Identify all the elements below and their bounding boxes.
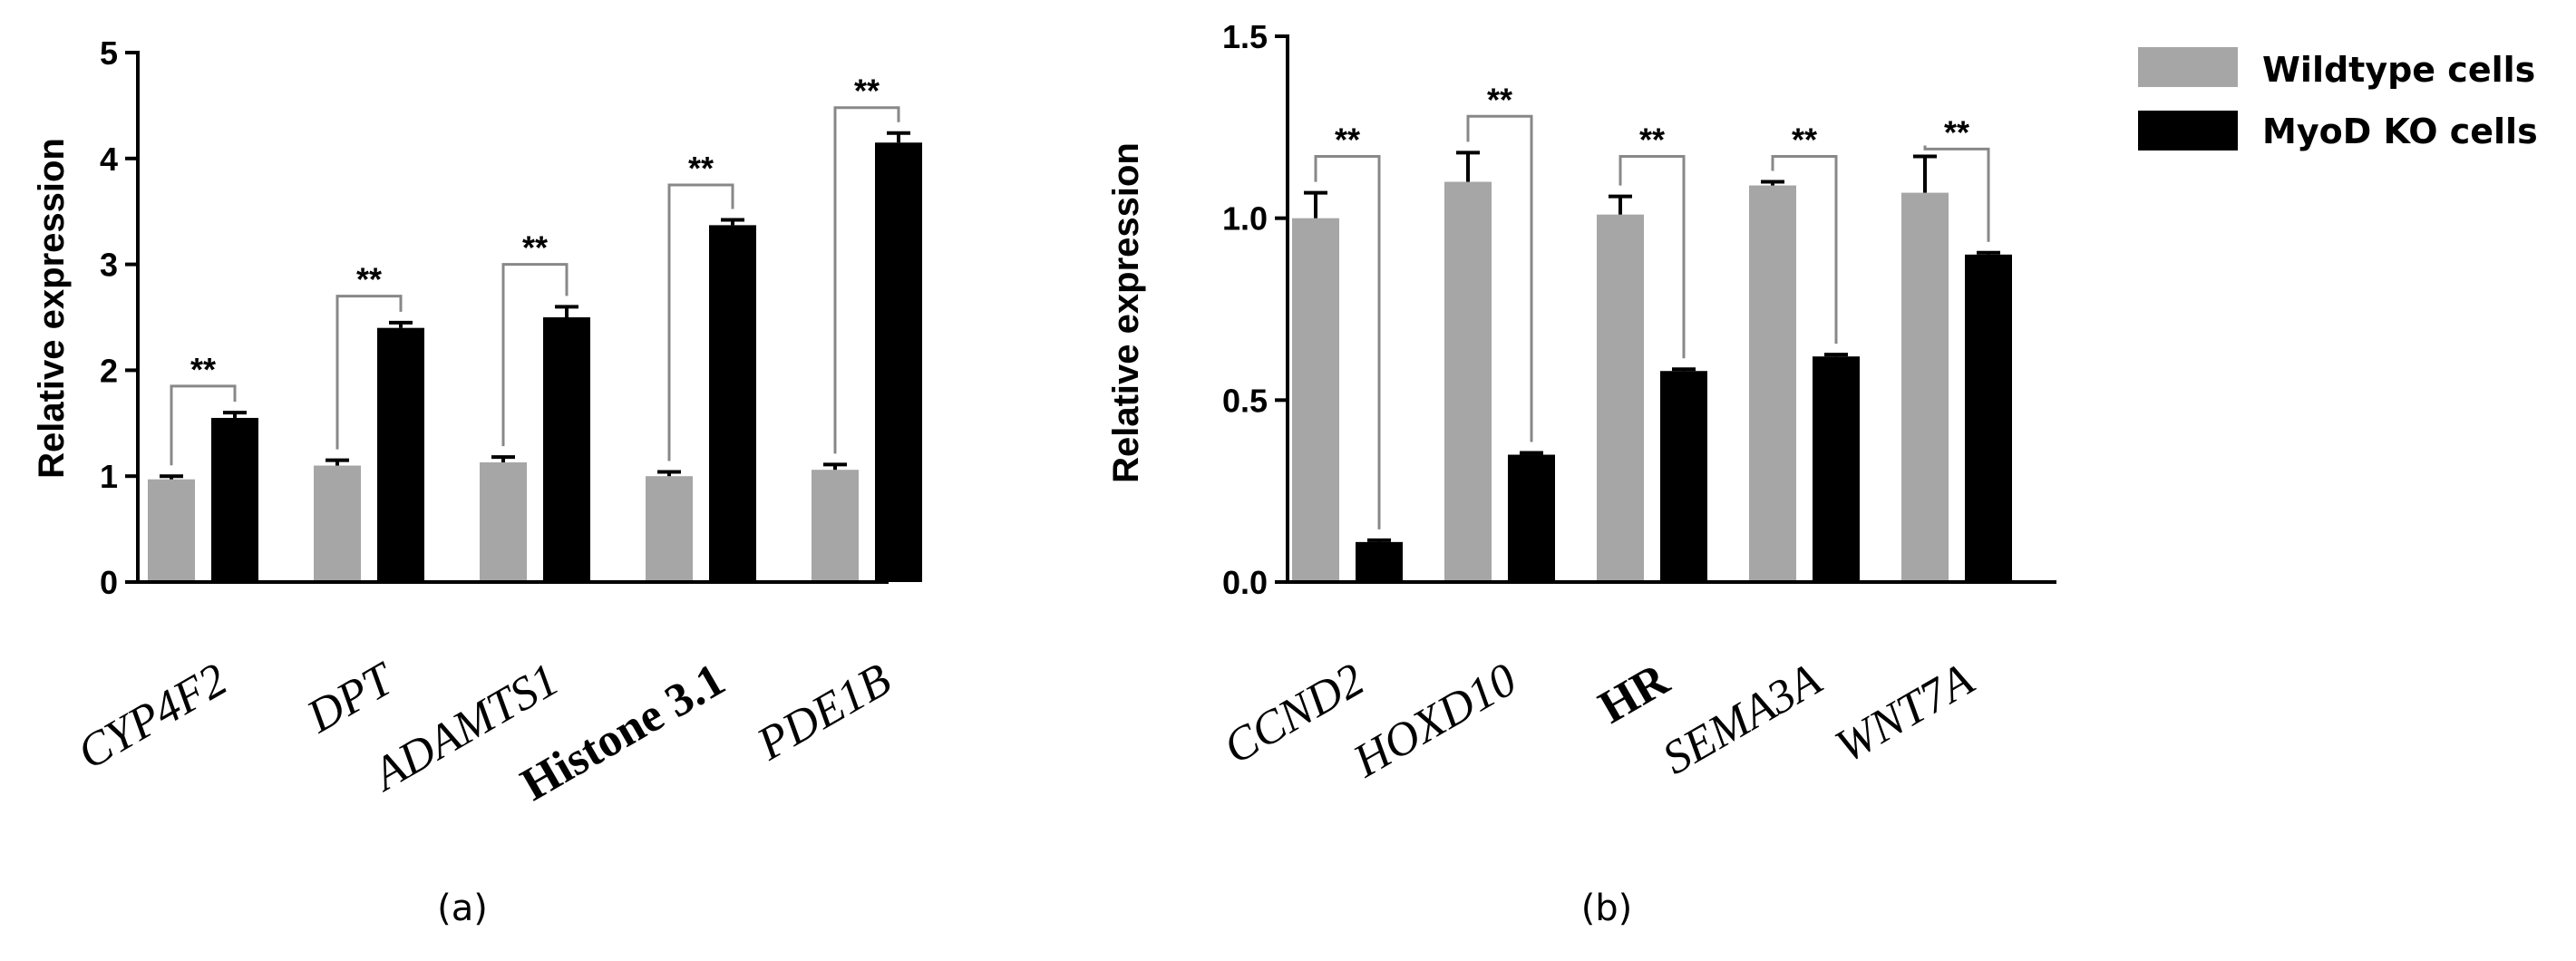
significance-bracket — [1314, 154, 1381, 529]
significance-bracket — [1466, 114, 1533, 442]
significance-bracket — [667, 183, 734, 461]
y-tick-label: 2 — [100, 352, 118, 389]
significance-label: ** — [1944, 113, 1969, 150]
bar-myod-ko — [1508, 454, 1555, 582]
category-label: SEMA3A — [1654, 654, 1830, 785]
legend-label-myod-ko: MyoD KO cells — [2262, 112, 2538, 151]
category-label: WNT7A — [1827, 654, 1982, 773]
significance-label: ** — [1792, 121, 1817, 158]
chart-b-panel-label: (b) — [1581, 888, 1633, 929]
significance-label: ** — [1335, 121, 1360, 158]
chart-b: Relative expression 0.00.51.01.5 ****** *… — [1106, 18, 2056, 929]
bar-wildtype — [1749, 185, 1796, 582]
chart-b-ylabel: Relative expression — [1106, 142, 1146, 483]
bar-myod-ko — [1813, 356, 1860, 582]
bar-myod-ko — [1660, 371, 1707, 582]
significance-label: ** — [522, 229, 548, 267]
significance-bracket — [833, 106, 900, 454]
legend-swatch-wildtype — [2138, 47, 2238, 87]
category-label: HR — [1590, 653, 1678, 733]
chart-a-bars — [148, 131, 922, 582]
chart-b-bars — [1292, 150, 2012, 583]
y-tick-label: 3 — [100, 247, 118, 284]
chart-a-panel-label: (a) — [437, 888, 488, 929]
category-label: HOXD10 — [1345, 654, 1525, 788]
chart-a-axes — [136, 51, 889, 584]
bar-myod-ko — [211, 417, 258, 582]
chart-b-significance: ** ** ** ** ** — [1314, 81, 1990, 529]
category-label: CYP4F2 — [69, 654, 236, 780]
legend-label-wildtype: Wildtype cells — [2262, 50, 2535, 90]
bar-wildtype — [1444, 181, 1492, 583]
significance-bracket — [501, 263, 569, 447]
chart-a-significance: ** ** ** ** ** — [170, 73, 900, 466]
legend: Wildtype cells MyoD KO cells — [2138, 47, 2538, 151]
category-label: DPT — [298, 652, 404, 743]
legend-swatch-myod-ko — [2138, 111, 2238, 150]
bar-wildtype — [1597, 214, 1644, 583]
significance-bracket — [335, 295, 403, 450]
bar-wildtype — [480, 462, 527, 582]
y-tick-label: 0.5 — [1222, 382, 1268, 419]
chart-a-ylabel: Relative expression — [32, 138, 72, 479]
category-label: PDE1B — [748, 654, 899, 771]
significance-label: ** — [1487, 81, 1512, 118]
significance-bracket — [1619, 154, 1686, 359]
bar-wildtype — [812, 470, 859, 582]
y-tick-label: 1 — [100, 458, 118, 495]
bar-myod-ko — [543, 317, 590, 582]
bar-myod-ko — [1356, 541, 1403, 582]
significance-bracket — [1771, 154, 1838, 345]
chart-a: Relative expression 0 1 2 3 4 5 ** ** ** ** ** CY… — [32, 34, 922, 929]
bar-wildtype — [1292, 218, 1339, 582]
significance-bracket — [170, 384, 237, 466]
y-tick-label: 1.5 — [1222, 18, 1268, 55]
chart-a-y-ticks: 0 1 2 3 4 5 — [100, 34, 138, 601]
chart-b-y-ticks: 0.0 0.5 1.0 1.5 — [1222, 18, 1288, 601]
bar-wildtype — [1901, 192, 1949, 582]
y-tick-label: 1.0 — [1222, 200, 1268, 238]
y-tick-label: 5 — [100, 34, 118, 72]
significance-label: ** — [1639, 121, 1665, 158]
bar-myod-ko — [1965, 254, 2012, 582]
significance-label: ** — [854, 73, 880, 110]
significance-label: ** — [190, 351, 216, 388]
significance-bracket — [1923, 145, 1990, 242]
chart-b-axes — [1286, 34, 2056, 584]
bar-myod-ko — [377, 327, 424, 582]
bar-wildtype — [314, 465, 361, 582]
significance-label: ** — [688, 150, 714, 187]
y-tick-label: 0 — [100, 564, 118, 601]
bar-myod-ko — [875, 142, 922, 582]
bar-myod-ko — [709, 225, 756, 582]
bar-wildtype — [646, 476, 693, 582]
bar-wildtype — [148, 479, 195, 582]
significance-label: ** — [356, 261, 382, 298]
y-tick-label: 4 — [100, 141, 118, 178]
category-label: CCND2 — [1215, 654, 1373, 774]
y-tick-label: 0.0 — [1222, 564, 1268, 601]
